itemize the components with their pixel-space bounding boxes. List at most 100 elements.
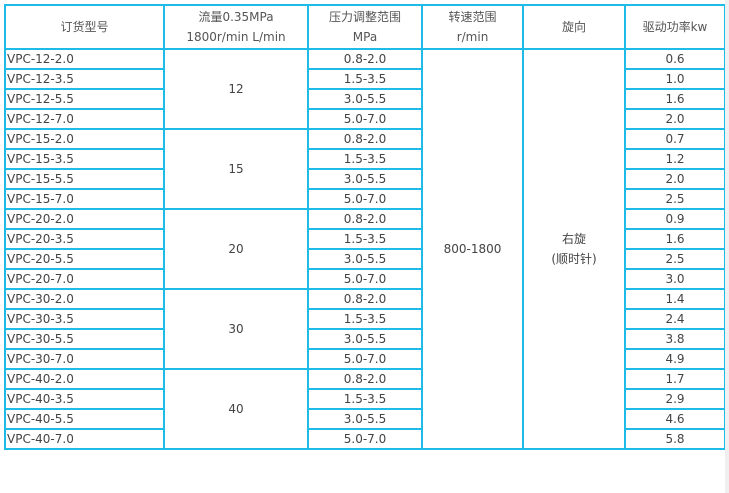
power-cell: 1.7 bbox=[624, 368, 726, 390]
model-cell: VPC-40-3.5 bbox=[4, 388, 165, 410]
flow-cell: 30 bbox=[163, 288, 309, 370]
model-cell: VPC-15-7.0 bbox=[4, 188, 165, 210]
header-text: 旋向 bbox=[561, 20, 586, 34]
rotation-cell: 右旋 (顺时针) bbox=[522, 48, 626, 450]
header-text: 流量0.35MPa bbox=[198, 10, 274, 24]
flow-cell: 40 bbox=[163, 368, 309, 450]
power-cell: 0.6 bbox=[624, 48, 726, 70]
rotation-text: (顺时针) bbox=[551, 252, 597, 266]
power-cell: 3.8 bbox=[624, 328, 726, 350]
table-row: VPC-15-7.0 5.0-7.0 2.5 bbox=[4, 188, 726, 210]
power-cell: 4.9 bbox=[624, 348, 726, 370]
table-row: VPC-30-2.0 30 0.8-2.0 1.4 bbox=[4, 288, 726, 370]
header-text: 1800r/min L/min bbox=[186, 30, 286, 44]
power-cell: 4.6 bbox=[624, 408, 726, 430]
table-row: VPC-30-5.5 3.0-5.5 3.8 bbox=[4, 328, 726, 350]
pressure-cell: 5.0-7.0 bbox=[307, 348, 423, 370]
model-cell: VPC-12-2.0 bbox=[4, 48, 165, 70]
model-cell: VPC-40-5.5 bbox=[4, 408, 165, 430]
pressure-cell: 0.8-2.0 bbox=[307, 368, 423, 390]
header-text: r/min bbox=[456, 30, 489, 44]
header-pressure-range: 压力调整范围 MPa bbox=[307, 4, 423, 50]
table-row: VPC-15-2.0 15 0.8-2.0 0.7 bbox=[4, 128, 726, 210]
rotation-text: 右旋 bbox=[561, 232, 586, 246]
header-power: 驱动功率kw bbox=[624, 4, 726, 50]
flow-cell: 12 bbox=[163, 48, 309, 130]
model-cell: VPC-12-5.5 bbox=[4, 88, 165, 110]
header-text: 转速范围 bbox=[448, 10, 497, 24]
header-text: MPa bbox=[352, 30, 378, 44]
power-cell: 1.6 bbox=[624, 88, 726, 110]
model-cell: VPC-15-3.5 bbox=[4, 148, 165, 170]
model-cell: VPC-30-2.0 bbox=[4, 288, 165, 310]
power-cell: 1.6 bbox=[624, 228, 726, 250]
table-row: VPC-20-3.5 1.5-3.5 1.6 bbox=[4, 228, 726, 250]
pressure-cell: 1.5-3.5 bbox=[307, 308, 423, 330]
pressure-cell: 1.5-3.5 bbox=[307, 228, 423, 250]
header-text: 订货型号 bbox=[60, 20, 109, 34]
model-cell: VPC-12-3.5 bbox=[4, 68, 165, 90]
pressure-cell: 1.5-3.5 bbox=[307, 148, 423, 170]
table-row: VPC-40-2.0 40 0.8-2.0 1.7 bbox=[4, 368, 726, 450]
pressure-cell: 3.0-5.5 bbox=[307, 88, 423, 110]
pressure-cell: 0.8-2.0 bbox=[307, 128, 423, 150]
table-row: VPC-12-2.0 12 0.8-2.0 800-1800 右旋 (顺时针) 0.6 bbox=[4, 48, 726, 450]
table-row: VPC-40-3.5 1.5-3.5 2.9 bbox=[4, 388, 726, 410]
pressure-cell: 3.0-5.5 bbox=[307, 168, 423, 190]
header-text: 驱动功率kw bbox=[642, 20, 708, 34]
table-row: VPC-12-5.5 3.0-5.5 1.6 bbox=[4, 88, 726, 110]
table-row: VPC-30-3.5 1.5-3.5 2.4 bbox=[4, 308, 726, 330]
table-row: VPC-20-2.0 20 0.8-2.0 0.9 bbox=[4, 208, 726, 290]
flow-cell: 20 bbox=[163, 208, 309, 290]
power-cell: 1.0 bbox=[624, 68, 726, 90]
power-cell: 0.7 bbox=[624, 128, 726, 150]
pressure-cell: 5.0-7.0 bbox=[307, 108, 423, 130]
model-cell: VPC-20-3.5 bbox=[4, 228, 165, 250]
model-cell: VPC-30-5.5 bbox=[4, 328, 165, 350]
pressure-cell: 0.8-2.0 bbox=[307, 208, 423, 230]
scrollbar[interactable] bbox=[725, 0, 729, 493]
power-cell: 2.0 bbox=[624, 108, 726, 130]
header-speed-range: 转速范围 r/min bbox=[421, 4, 524, 50]
header-flow: 流量0.35MPa 1800r/min L/min bbox=[163, 4, 309, 50]
table-row: VPC-15-3.5 1.5-3.5 1.2 bbox=[4, 148, 726, 170]
power-cell: 2.0 bbox=[624, 168, 726, 190]
table-row: VPC-30-7.0 5.0-7.0 4.9 bbox=[4, 348, 726, 370]
table-row: VPC-40-5.5 3.0-5.5 4.6 bbox=[4, 408, 726, 430]
power-cell: 0.9 bbox=[624, 208, 726, 230]
table-row: VPC-20-7.0 5.0-7.0 3.0 bbox=[4, 268, 726, 290]
header-row: 订货型号 流量0.35MPa 1800r/min L/min 压力调整范围 MPa 转速范… bbox=[4, 4, 726, 50]
model-cell: VPC-20-2.0 bbox=[4, 208, 165, 230]
power-cell: 2.9 bbox=[624, 388, 726, 410]
power-cell: 1.4 bbox=[624, 288, 726, 310]
pressure-cell: 5.0-7.0 bbox=[307, 428, 423, 450]
power-cell: 2.5 bbox=[624, 188, 726, 210]
model-cell: VPC-15-5.5 bbox=[4, 168, 165, 190]
pressure-cell: 3.0-5.5 bbox=[307, 408, 423, 430]
model-cell: VPC-12-7.0 bbox=[4, 108, 165, 130]
flow-cell: 15 bbox=[163, 128, 309, 210]
pressure-cell: 3.0-5.5 bbox=[307, 248, 423, 270]
power-cell: 2.5 bbox=[624, 248, 726, 270]
pressure-cell: 0.8-2.0 bbox=[307, 288, 423, 310]
pressure-cell: 0.8-2.0 bbox=[307, 48, 423, 70]
pressure-cell: 1.5-3.5 bbox=[307, 388, 423, 410]
spec-table: 订货型号 流量0.35MPa 1800r/min L/min 压力调整范围 MPa 转速范… bbox=[4, 4, 726, 450]
pressure-cell: 1.5-3.5 bbox=[307, 68, 423, 90]
model-cell: VPC-30-3.5 bbox=[4, 308, 165, 330]
power-cell: 1.2 bbox=[624, 148, 726, 170]
table-row: VPC-12-3.5 1.5-3.5 1.0 bbox=[4, 68, 726, 90]
header-model: 订货型号 bbox=[4, 4, 165, 50]
pressure-cell: 3.0-5.5 bbox=[307, 328, 423, 350]
model-cell: VPC-15-2.0 bbox=[4, 128, 165, 150]
pressure-cell: 5.0-7.0 bbox=[307, 268, 423, 290]
model-cell: VPC-30-7.0 bbox=[4, 348, 165, 370]
power-cell: 3.0 bbox=[624, 268, 726, 290]
table-row: VPC-40-7.0 5.0-7.0 5.8 bbox=[4, 428, 726, 450]
power-cell: 2.4 bbox=[624, 308, 726, 330]
speed-cell: 800-1800 bbox=[421, 48, 524, 450]
model-cell: VPC-20-5.5 bbox=[4, 248, 165, 270]
header-rotation: 旋向 bbox=[522, 4, 626, 50]
pressure-cell: 5.0-7.0 bbox=[307, 188, 423, 210]
model-cell: VPC-40-7.0 bbox=[4, 428, 165, 450]
